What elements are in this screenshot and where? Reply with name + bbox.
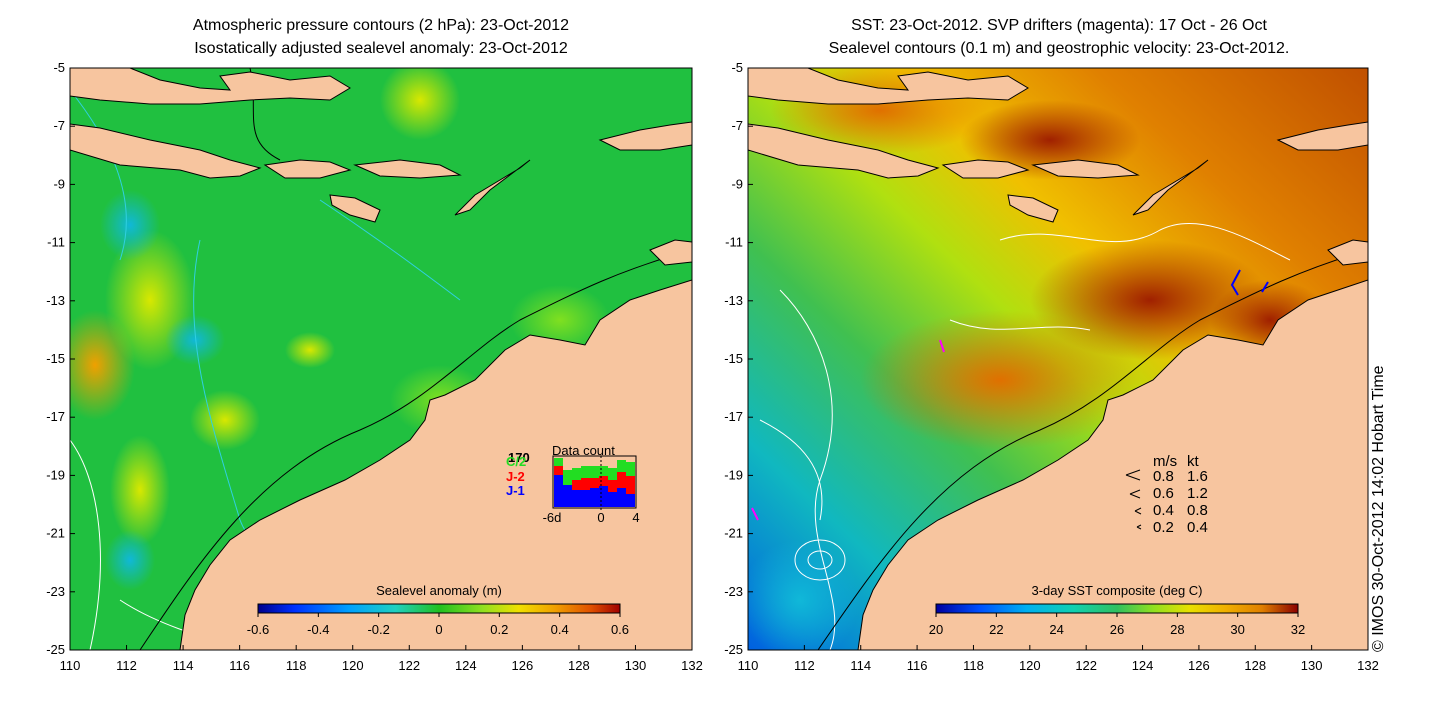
left-axis-y-tick-label: -7 — [53, 118, 65, 133]
left-title-line1: Atmospheric pressure contours (2 hPa): 2… — [192, 17, 570, 34]
left-axis-x-tick-label: 126 — [512, 658, 534, 673]
sla-colorbar-tick-label: 0.2 — [490, 622, 508, 637]
left-axis-ticks: 110 112 114 116 118 120 122 124 126 128 130 132 -5 -7… — [46, 60, 703, 673]
sla-colorbar-tick-label: 0.6 — [611, 622, 629, 637]
sst-colorbar-tick-label: 20 — [929, 622, 943, 637]
sst-colorbar — [935, 603, 1299, 614]
left-axis-x-tick-label: 110 — [60, 658, 81, 673]
right-axis-x-tick-label: 126 — [1188, 658, 1210, 673]
right-axis-y-tick-label: -15 — [724, 351, 743, 366]
right-title-line1: SST: 23-Oct-2012. SVP drifters (magenta)… — [851, 17, 1267, 34]
right-axis-x-tick-label: 112 — [794, 658, 815, 673]
data-count-title: Data count — [552, 443, 615, 458]
right-axis-x-tick-label: 114 — [850, 658, 871, 673]
data-count-max: 170 — [508, 450, 530, 465]
sla-colorbar-tick-label: 0 — [435, 622, 442, 637]
data-count-x-tick-label: 0 — [597, 510, 604, 525]
right-axis-x-tick-label: 116 — [907, 658, 928, 673]
sst-colorbar-ticks: 20 22 24 26 28 30 32 — [929, 613, 1305, 637]
imos-credit: © IMOS 30-Oct-2012 14:02 Hobart Time — [1370, 365, 1387, 652]
left-axis-y-tick-label: -9 — [53, 176, 65, 191]
right-axis-y-tick-label: -23 — [724, 584, 743, 599]
velocity-legend-row-kt: 0.4 — [1187, 519, 1208, 536]
sla-colorbar-ticks: -0.6 -0.4 -0.2 0 0.2 0.4 0.6 — [247, 613, 629, 637]
right-title-line2: Sealevel contours (0.1 m) and geostrophi… — [828, 40, 1290, 57]
right-axis-x-tick-label: 130 — [1301, 658, 1323, 673]
data-count-inset — [552, 455, 637, 512]
left-axis-x-tick-label: 114 — [173, 658, 194, 673]
left-axis-x-tick-label: 122 — [398, 658, 420, 673]
velocity-legend-ms-header: m/s — [1153, 453, 1177, 470]
left-axis-x-tick-label: 118 — [286, 658, 307, 673]
sst-colorbar-tick-label: 28 — [1170, 622, 1184, 637]
velocity-legend-row-kt: 1.2 — [1187, 485, 1208, 502]
right-axis-y-tick-label: -25 — [724, 642, 743, 657]
sst-colorbar-tick-label: 22 — [989, 622, 1003, 637]
velocity-legend-row-kt: 0.8 — [1187, 502, 1208, 519]
left-axis-x-tick-label: 116 — [229, 658, 250, 673]
velocity-legend-arrows — [1125, 469, 1142, 530]
sla-colorbar-tick-label: -0.2 — [367, 622, 389, 637]
left-map — [70, 68, 692, 650]
sla-colorbar-tick-label: -0.6 — [247, 622, 269, 637]
velocity-legend-row-kt: 1.6 — [1187, 468, 1208, 485]
right-axis-y-tick-label: -5 — [731, 60, 743, 75]
sst-colorbar-tick-label: 30 — [1230, 622, 1244, 637]
data-count-legend-j1: J-1 — [506, 483, 525, 498]
left-axis-y-tick-label: -17 — [46, 409, 65, 424]
data-count-x-tick-label: 4 — [632, 510, 639, 525]
right-axis-y-tick-label: -11 — [725, 235, 743, 250]
right-axis-x-tick-label: 120 — [1019, 658, 1041, 673]
right-axis-x-tick-label: 118 — [963, 658, 984, 673]
sla-colorbar-tick-label: -0.4 — [307, 622, 329, 637]
left-axis-x-tick-label: 132 — [681, 658, 703, 673]
left-axis-y-tick-label: -13 — [46, 293, 65, 308]
left-axis-x-tick-label: 124 — [455, 658, 477, 673]
velocity-legend-row-ms: 0.4 — [1153, 502, 1174, 519]
left-title-line2: Isostatically adjusted sealevel anomaly:… — [194, 40, 568, 57]
data-count-ticks: -6d 0 4 — [543, 510, 640, 525]
sla-colorbar — [257, 603, 621, 614]
data-count-legend-j2: J-2 — [506, 469, 525, 484]
left-axis-x-tick-label: 120 — [342, 658, 364, 673]
sst-colorbar-tick-label: 24 — [1049, 622, 1063, 637]
right-axis-x-tick-label: 128 — [1244, 658, 1266, 673]
right-axis-x-tick-label: 132 — [1357, 658, 1379, 673]
right-axis-y-tick-label: -21 — [724, 526, 743, 541]
left-axis-x-tick-label: 112 — [116, 658, 137, 673]
left-axis-y-tick-label: -19 — [46, 467, 65, 482]
sst-colorbar-tick-label: 26 — [1110, 622, 1124, 637]
right-axis-y-tick-label: -9 — [731, 176, 743, 191]
velocity-legend-kt-header: kt — [1187, 453, 1200, 470]
left-axis-y-tick-label: -23 — [46, 584, 65, 599]
left-axis-y-tick-label: -25 — [46, 642, 65, 657]
right-axis-y-tick-label: -17 — [724, 409, 743, 424]
velocity-legend-row-ms: 0.8 — [1153, 468, 1174, 485]
left-axis-y-tick-label: -5 — [53, 60, 65, 75]
sst-colorbar-label: 3-day SST composite (deg C) — [1032, 583, 1203, 598]
left-axis-y-tick-label: -21 — [46, 526, 65, 541]
data-count-legend-c2: C/2 — [506, 454, 526, 469]
left-axis-x-tick-label: 130 — [625, 658, 647, 673]
right-axis-y-tick-label: -7 — [731, 118, 743, 133]
left-axis-y-tick-label: -15 — [46, 351, 65, 366]
right-axis-x-tick-label: 124 — [1132, 658, 1154, 673]
right-map — [748, 68, 1368, 650]
right-axis-ticks: 110 112 114 116 118 120 122 124 126 128 130 132 -5 -7… — [724, 60, 1379, 673]
right-axis-x-tick-label: 122 — [1075, 658, 1097, 673]
velocity-legend-row-ms: 0.2 — [1153, 519, 1174, 536]
sla-colorbar-tick-label: 0.4 — [551, 622, 569, 637]
right-axis-x-tick-label: 110 — [738, 658, 759, 673]
sla-colorbar-label: Sealevel anomaly (m) — [376, 583, 502, 598]
sst-colorbar-tick-label: 32 — [1291, 622, 1305, 637]
left-axis-y-tick-label: -11 — [47, 235, 65, 250]
right-axis-y-tick-label: -19 — [724, 467, 743, 482]
right-axis-y-tick-label: -13 — [724, 293, 743, 308]
left-axis-x-tick-label: 128 — [568, 658, 590, 673]
velocity-legend-row-ms: 0.6 — [1153, 485, 1174, 502]
data-count-x-tick-label: -6d — [543, 510, 562, 525]
